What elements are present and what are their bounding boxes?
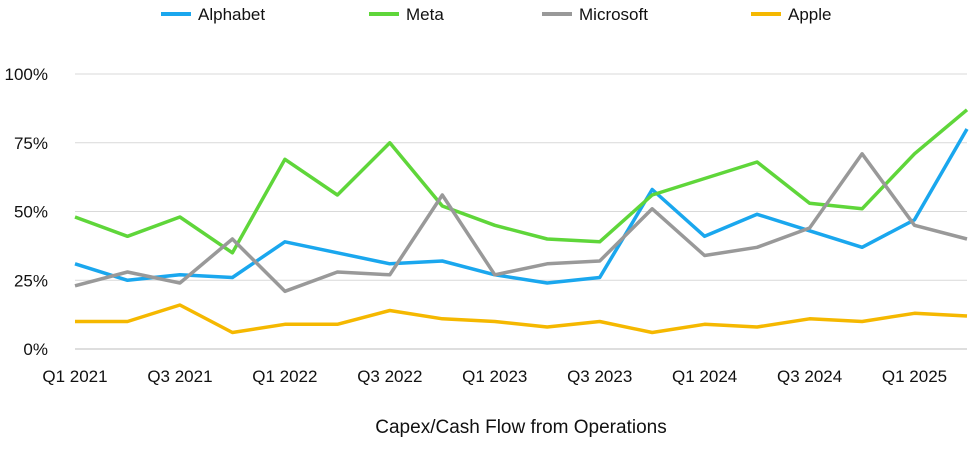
x-tick-label: Q3 2023 xyxy=(567,367,632,386)
y-tick-label: 0% xyxy=(23,340,48,359)
y-tick-label: 50% xyxy=(14,203,48,222)
y-tick-label: 100% xyxy=(5,65,48,84)
series-line-meta xyxy=(74,108,969,255)
legend-item-microsoft: Microsoft xyxy=(542,5,648,24)
series-line-apple xyxy=(75,303,968,335)
x-tick-label: Q1 2024 xyxy=(672,367,737,386)
x-tick-label: Q3 2024 xyxy=(777,367,842,386)
legend-label: Microsoft xyxy=(579,5,648,24)
legend-item-apple: Apple xyxy=(751,5,831,24)
legend-item-meta: Meta xyxy=(369,5,444,24)
legend-item-alphabet: Alphabet xyxy=(161,5,265,24)
legend-label: Apple xyxy=(788,5,831,24)
series-line-microsoft xyxy=(74,152,968,294)
legend: Alphabet Meta Microsoft Apple xyxy=(161,5,831,24)
x-tick-label: Q1 2022 xyxy=(252,367,317,386)
gridlines xyxy=(75,73,967,350)
series-lines xyxy=(74,108,969,335)
y-tick-label: 25% xyxy=(14,271,48,290)
y-axis-ticks: 0% 25% 50% 75% 100% xyxy=(5,65,48,359)
x-tick-label: Q3 2021 xyxy=(147,367,212,386)
series-line-alphabet xyxy=(74,128,969,285)
legend-label: Alphabet xyxy=(198,5,265,24)
x-tick-label: Q3 2022 xyxy=(357,367,422,386)
x-tick-label: Q1 2021 xyxy=(42,367,107,386)
x-tick-label: Q1 2025 xyxy=(882,367,947,386)
legend-label: Meta xyxy=(406,5,444,24)
y-tick-label: 75% xyxy=(14,134,48,153)
x-tick-label: Q1 2023 xyxy=(462,367,527,386)
x-axis-ticks: Q1 2021 Q3 2021 Q1 2022 Q3 2022 Q1 2023 Q3 20… xyxy=(42,367,947,386)
x-axis-title: Capex/Cash Flow from Operations xyxy=(375,417,666,438)
